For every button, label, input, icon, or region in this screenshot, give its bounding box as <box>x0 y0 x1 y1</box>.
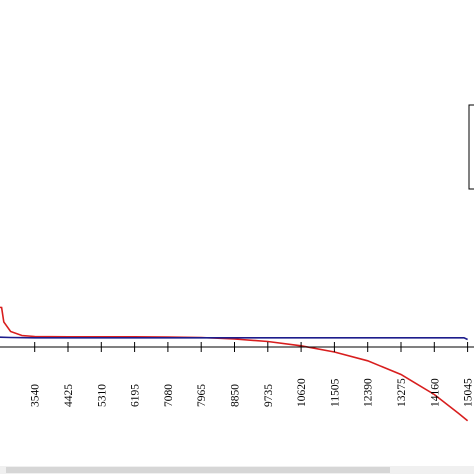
x-tick-label: 7965 <box>196 384 208 407</box>
x-tick-label: 12390 <box>363 378 375 407</box>
x-tick-label: 13275 <box>396 378 408 407</box>
x-tick-label: 9735 <box>263 384 275 407</box>
series-layer <box>0 306 469 422</box>
series-line-2 <box>0 336 468 341</box>
x-tick-label: 5310 <box>96 384 108 407</box>
x-tick-label: 6195 <box>130 384 142 407</box>
x-tick-label: 11505 <box>329 378 341 407</box>
scrollbar-thumb[interactable] <box>6 467 390 473</box>
x-tick-label: 15045 <box>463 378 474 407</box>
x-tick-label: 14160 <box>429 378 441 407</box>
x-axis-ticks: 3540 4425 5310 6195 7080 7965 8850 9735 10620 115… <box>30 342 474 407</box>
x-tick-label: 8850 <box>230 384 242 407</box>
x-tick-label: 3540 <box>30 384 42 407</box>
x-tick-label: 7080 <box>163 384 175 407</box>
x-tick-label: 4425 <box>63 384 75 407</box>
horizontal-scrollbar[interactable] <box>0 466 474 474</box>
legend-box <box>468 104 474 190</box>
x-tick-label: 10620 <box>296 378 308 407</box>
